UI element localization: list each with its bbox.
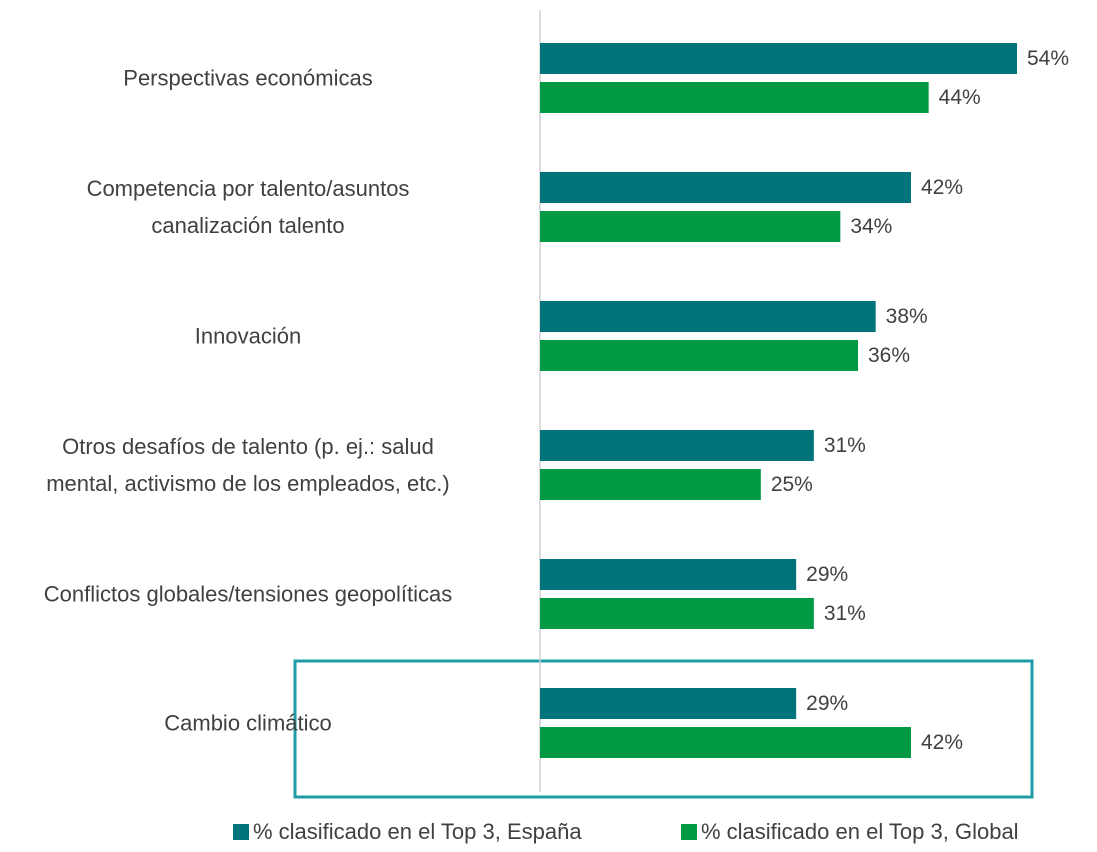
bar [540,43,1017,74]
value-label: 44% [939,86,981,109]
value-label: 38% [886,305,928,328]
category-label: Competencia por talento/asuntos canaliza… [86,176,410,238]
bar [540,727,911,758]
legend-label: % clasificado en el Top 3, Global [701,819,1019,844]
bar [540,688,797,719]
value-label: 31% [824,434,866,457]
value-label: 54% [1027,47,1069,70]
value-label: 42% [921,731,963,754]
legend-swatch [233,824,249,840]
category-label: Cambio climático [164,710,332,736]
bar [540,301,876,332]
value-label: 36% [868,344,910,367]
category-label: Innovación [194,323,302,349]
value-label: 29% [806,563,848,586]
value-label: 34% [850,215,892,238]
legend-swatch [681,824,697,840]
bar [540,211,841,242]
bar [540,172,911,203]
category-label: Conflictos globales/tensiones geopolític… [43,581,453,607]
value-label: 25% [771,473,813,496]
category-label: Perspectivas económicas [123,65,373,91]
bar [540,598,814,629]
highlight-box [293,659,1034,799]
bar [540,430,814,461]
category-label: Otros desafíos de talento (p. ej.: salud… [46,434,450,496]
bar [540,82,929,113]
legend-label: % clasificado en el Top 3, España [253,819,582,844]
value-label: 42% [921,176,963,199]
bar [540,559,797,590]
bar [540,469,761,500]
value-label: 31% [824,602,866,625]
value-label: 29% [806,692,848,715]
bar [540,340,858,371]
